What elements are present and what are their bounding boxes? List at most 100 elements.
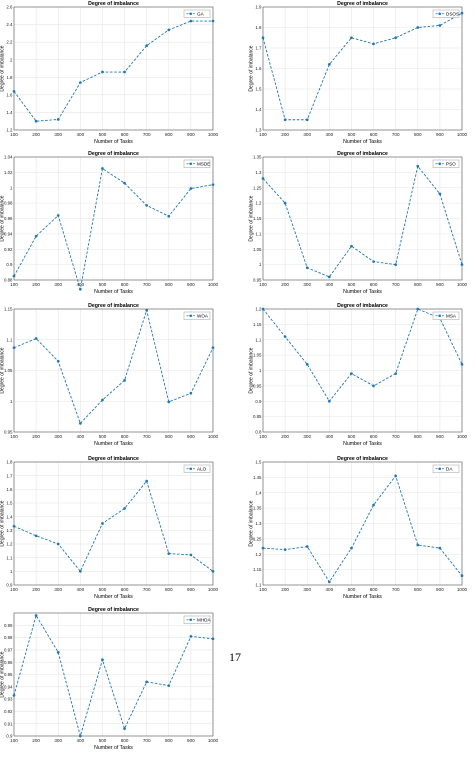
x-tick-label: 600: [121, 282, 129, 287]
chart-title: Degree of imbalance: [88, 151, 139, 157]
x-axis-label: Number of Tasks: [343, 441, 382, 447]
x-tick-label: 900: [187, 132, 195, 137]
x-tick-label: 100: [10, 132, 18, 137]
legend-box: [183, 9, 211, 18]
y-tick-label: 1: [10, 185, 13, 190]
data-point: [211, 19, 215, 23]
x-tick-label: 1000: [208, 132, 219, 137]
page-number: 17: [229, 650, 241, 664]
x-tick-label: 200: [32, 434, 40, 439]
x-tick-label: 500: [348, 282, 356, 287]
plot-frame: [13, 6, 214, 131]
x-tick-label: 200: [32, 587, 40, 592]
legend-label: PSO: [446, 161, 456, 166]
chart-title: Degree of imbalance: [337, 303, 388, 309]
y-tick-label: 1.4: [6, 514, 13, 519]
data-point: [78, 734, 82, 738]
data-point: [145, 479, 149, 483]
x-tick-label: 1000: [208, 282, 219, 287]
data-point: [261, 546, 265, 550]
data-point: [460, 574, 464, 578]
series-line: [13, 480, 214, 573]
y-axis-label: Degree of imbalance: [249, 500, 255, 546]
legend-marker: [189, 467, 192, 471]
y-tick-label: 1.3: [6, 528, 13, 533]
x-tick-label: 1000: [457, 282, 468, 287]
y-tick-label: 1.2: [255, 201, 262, 206]
y-tick-label: 0.94: [4, 231, 13, 236]
data-point: [261, 177, 265, 180]
x-tick-label: 500: [99, 587, 107, 592]
x-tick-label: 200: [281, 282, 289, 287]
y-tick-label: 0.98: [4, 201, 13, 206]
chart-panel-msa: Degree of imbalance 100 200 300 400 500 600 700…: [249, 302, 474, 450]
y-tick-label: 1.1: [6, 337, 13, 342]
legend: GA: [183, 9, 211, 18]
chart-title: Degree of imbalance: [88, 1, 139, 7]
x-tick-label: 200: [281, 132, 289, 137]
y-tick-label: 1.2: [255, 307, 262, 312]
y-tick-label: 0.99: [4, 623, 13, 628]
legend-marker: [189, 162, 192, 166]
y-tick-label: 1.5: [255, 460, 262, 465]
legend-label: ALO: [197, 466, 207, 471]
chart-panel-woa: Degree of imbalance 100 200 300 400 500 600 700…: [0, 302, 225, 450]
y-axis-label: Degree of imbalance: [249, 45, 255, 91]
y-tick-label: 1.15: [253, 567, 262, 572]
plot-frame: [262, 156, 463, 281]
y-tick-label: 0.8: [255, 430, 262, 435]
data-point: [283, 335, 287, 339]
x-tick-label: 500: [348, 132, 356, 137]
y-tick-label: 2.6: [6, 5, 13, 10]
data-point: [167, 552, 171, 555]
legend-marker: [438, 467, 441, 471]
data-point: [123, 181, 126, 185]
x-tick-label: 100: [259, 434, 267, 439]
data-point: [394, 36, 398, 40]
data-point: [145, 204, 149, 207]
x-tick-label: 300: [303, 282, 311, 287]
x-tick-label: 300: [54, 282, 62, 287]
y-tick-label: 0.88: [4, 278, 13, 283]
x-tick-label: 700: [392, 282, 400, 287]
chart-title: Degree of imbalance: [337, 456, 388, 462]
data-point: [416, 164, 420, 168]
x-tick-label: 700: [143, 587, 151, 592]
grid: [13, 6, 214, 131]
x-tick-label: 900: [187, 738, 195, 743]
x-tick-label: 700: [392, 434, 400, 439]
chart-title: Degree of imbalance: [88, 303, 139, 309]
x-tick-label: 300: [54, 587, 62, 592]
x-tick-label: 800: [165, 434, 173, 439]
data-point: [189, 553, 193, 557]
data-point: [372, 503, 375, 507]
x-tick-label: 200: [32, 738, 40, 743]
data-point: [211, 637, 215, 641]
x-axis-label: Number of Tasks: [94, 289, 133, 295]
x-tick-label: 500: [99, 282, 107, 287]
y-tick-label: 0.92: [4, 709, 13, 714]
y-tick-label: 0.9: [6, 734, 13, 739]
x-tick-label: 800: [414, 434, 422, 439]
x-tick-label: 300: [54, 738, 62, 743]
y-axis-label: Degree of imbalance: [249, 347, 255, 393]
data-point: [283, 201, 287, 205]
grid: [262, 6, 463, 131]
data-point: [189, 187, 193, 190]
data-point: [12, 694, 16, 697]
y-axis-label: Degree of imbalance: [0, 195, 6, 241]
data-point: [305, 545, 309, 548]
y-tick-label: 2.4: [6, 22, 13, 27]
data-point: [438, 24, 442, 27]
legend: MSA: [432, 311, 460, 320]
data-point: [34, 337, 38, 340]
data-point: [101, 522, 104, 525]
x-tick-label: 700: [143, 132, 151, 137]
x-tick-label: 100: [10, 434, 18, 439]
y-tick-label: 1.3: [255, 521, 262, 526]
y-tick-label: 1.2: [6, 128, 13, 133]
y-axis-label: Degree of imbalance: [0, 347, 6, 393]
y-tick-label: 1.1: [6, 555, 13, 560]
x-tick-label: 800: [414, 282, 422, 287]
x-tick-label: 100: [10, 587, 18, 592]
